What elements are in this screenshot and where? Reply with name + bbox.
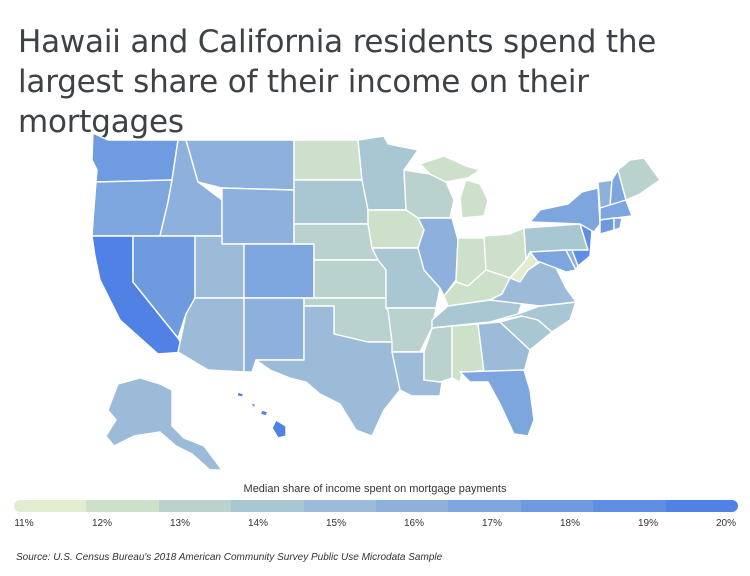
- legend-swatch: [86, 500, 159, 512]
- state-kansas: [313, 259, 387, 299]
- legend-label: 12%: [91, 518, 113, 529]
- state-montana: [185, 139, 295, 191]
- state-utah: [194, 235, 245, 299]
- legend-label: 16%: [403, 518, 425, 529]
- state-maine: [617, 157, 661, 201]
- state-michigan-lower: [459, 179, 489, 219]
- state-florida: [459, 369, 535, 437]
- legend-swatch: [14, 500, 87, 512]
- legend-color-scale: [14, 500, 738, 512]
- state-north-carolina: [489, 301, 577, 333]
- state-connecticut: [599, 217, 615, 235]
- legend-label: 13%: [169, 518, 191, 529]
- legend-swatch: [665, 500, 738, 512]
- legend-swatch: [376, 500, 449, 512]
- state-hawaii: [271, 419, 287, 439]
- legend-label: 14%: [247, 518, 269, 529]
- legend-swatch: [593, 500, 666, 512]
- state-michigan-upper: [419, 155, 481, 183]
- legend-label: 18%: [559, 518, 581, 529]
- chart-title: Hawaii and California residents spend th…: [18, 24, 657, 140]
- state-texas: [255, 305, 401, 437]
- legend-label: 19%: [637, 518, 659, 529]
- us-states-map: [91, 132, 661, 471]
- state-illinois: [417, 217, 459, 297]
- legend-label: 15%: [325, 518, 347, 529]
- legend-title: Median share of income spent on mortgage…: [243, 483, 507, 495]
- state-georgia: [477, 321, 531, 373]
- state-washington: [91, 132, 179, 183]
- state-south-dakota: [293, 179, 369, 225]
- state-north-dakota: [293, 139, 363, 181]
- state-massachusetts: [599, 199, 633, 221]
- state-wyoming: [221, 187, 295, 245]
- state-oregon: [91, 179, 173, 237]
- legend-labels: 11% 12% 13% 14% 15% 16% 17% 18% 19% 20%: [0, 518, 750, 532]
- state-rhode-island: [613, 217, 623, 231]
- legend-swatch: [448, 500, 521, 512]
- state-hawaii-islands: [236, 391, 269, 417]
- legend-swatch: [231, 500, 304, 512]
- state-alaska: [105, 377, 223, 471]
- legend-swatch: [303, 500, 377, 512]
- legend-swatch: [158, 500, 232, 512]
- legend-label: 17%: [481, 518, 503, 529]
- source-note: Source: U.S. Census Bureau's 2018 Americ…: [16, 552, 443, 563]
- legend-label: 20%: [715, 518, 737, 529]
- state-colorado: [243, 243, 315, 299]
- legend-label: 11%: [14, 518, 34, 529]
- legend-swatch: [520, 500, 594, 512]
